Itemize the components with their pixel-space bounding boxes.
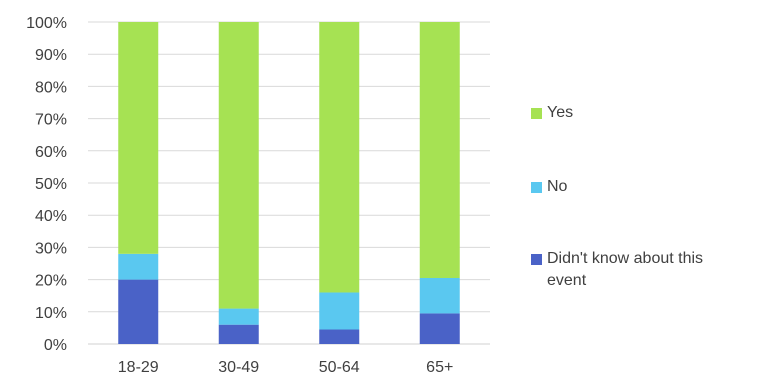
bars: [118, 22, 460, 344]
y-tick-label: 100%: [26, 15, 67, 32]
bar-segment-no: [419, 277, 460, 314]
bar-segment-yes: [419, 22, 460, 278]
legend-label: Didn't know about this event: [547, 250, 704, 289]
legend-label: Yes: [547, 104, 574, 121]
y-tick-label: 20%: [35, 273, 67, 290]
y-tick-label: 60%: [35, 144, 67, 161]
bar-segment-didn-t-know-about-this-event: [319, 329, 360, 344]
bar-segment-yes: [218, 22, 259, 309]
legend-swatch: [531, 254, 542, 265]
bar-segment-yes: [118, 22, 159, 254]
legend-label: No: [547, 178, 568, 195]
y-tick-label: 10%: [35, 305, 67, 322]
y-tick-label: 80%: [35, 79, 67, 96]
y-tick-label: 50%: [35, 176, 67, 193]
legend-swatch: [531, 182, 542, 193]
x-tick-label: 18-29: [118, 359, 159, 376]
legend-item: No: [531, 176, 727, 198]
bar-segment-yes: [319, 22, 360, 293]
legend-item: Yes: [531, 102, 727, 124]
bar-segment-didn-t-know-about-this-event: [118, 279, 159, 344]
bar-segment-didn-t-know-about-this-event: [218, 324, 259, 344]
x-tick-label: 30-49: [218, 359, 259, 376]
y-tick-label: 90%: [35, 47, 67, 64]
bar-segment-didn-t-know-about-this-event: [419, 313, 460, 344]
bar-segment-no: [218, 308, 259, 325]
y-tick-label: 30%: [35, 240, 67, 257]
y-tick-label: 40%: [35, 208, 67, 225]
y-axis: 0% 10% 20% 30% 40% 50% 60% 70% 80% 90% 100%: [26, 15, 67, 354]
y-tick-label: 70%: [35, 112, 67, 129]
legend-item: Didn't know about this event: [531, 248, 727, 292]
legend-swatch: [531, 108, 542, 119]
x-tick-label: 65+: [426, 359, 453, 376]
bar-segment-no: [319, 292, 360, 330]
x-tick-label: 50-64: [319, 359, 360, 376]
x-axis: 18-29 30-49 50-64 65+: [118, 359, 454, 376]
y-tick-label: 0%: [44, 337, 67, 354]
bar-segment-no: [118, 253, 159, 280]
